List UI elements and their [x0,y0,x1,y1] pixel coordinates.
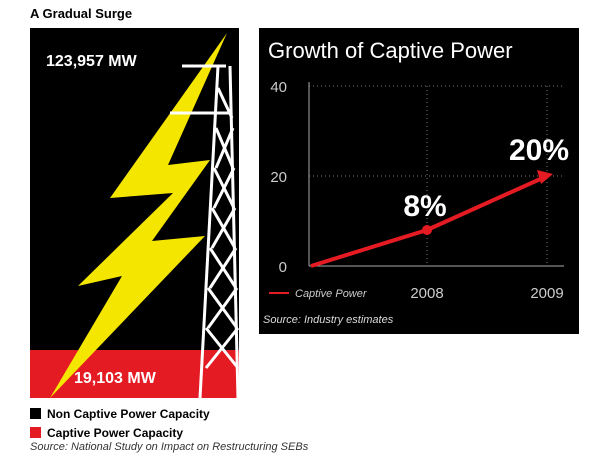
legend-swatch-black [30,408,41,419]
growth-chart-panel: Growth of Captive Power 0 20 40 2008 2009 8% 2… [259,28,579,334]
legend-label: Non Captive Power Capacity [47,406,210,421]
legend: Non Captive Power Capacity Captive Power… [30,404,210,442]
y-tick-label: 20 [270,169,287,186]
legend-swatch-red [30,427,41,438]
data-label: 8% [403,190,446,223]
source-note-left: Source: National Study on Impact on Rest… [30,441,309,453]
growth-chart-title: Growth of Captive Power [268,38,513,63]
growth-line-chart: 0 20 40 2008 2009 8% 20% Captive Power [269,79,569,302]
pylon-icon [170,64,240,399]
source-note-right: Source: Industry estimates [263,314,394,326]
lightning-bolt-icon [50,33,227,398]
y-tick-label: 40 [270,79,287,96]
data-point [422,225,432,235]
data-label: 20% [509,134,569,167]
x-tick-label: 2008 [410,285,443,302]
legend-item-captive: Captive Power Capacity [30,423,210,442]
data-point-arrow [537,170,553,184]
captive-value-label: 19,103 MW [74,370,157,387]
non-captive-value-label: 123,957 MW [46,53,138,70]
legend-label: Captive Power Capacity [47,425,184,440]
legend-item-non-captive: Non Captive Power Capacity [30,404,210,423]
y-tick-label: 0 [279,259,287,276]
capacity-panel: 123,957 MW 19,103 MW [30,28,240,399]
legend-label: Captive Power [295,288,368,300]
chart-title: A Gradual Surge [30,6,133,21]
x-tick-label: 2009 [530,285,563,302]
capacity-graphic: 123,957 MW 19,103 MW [30,28,240,399]
